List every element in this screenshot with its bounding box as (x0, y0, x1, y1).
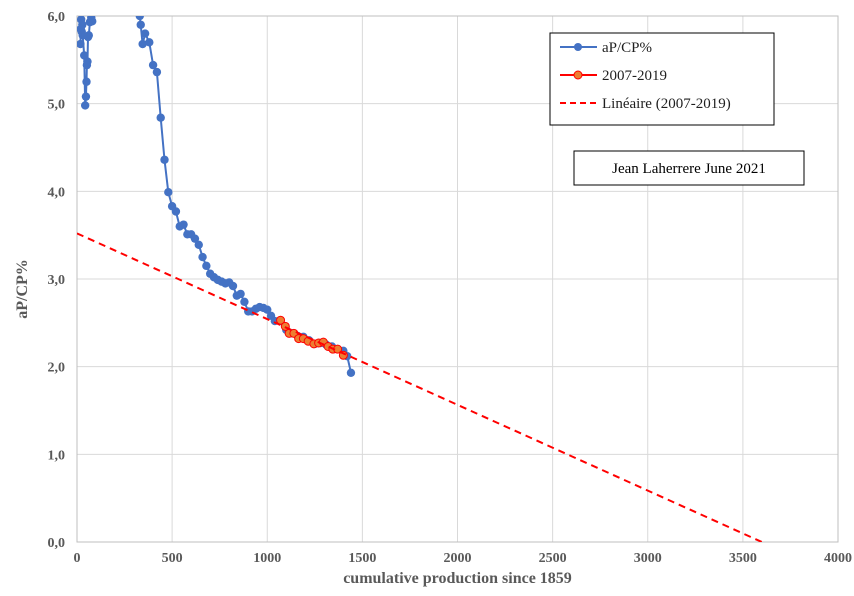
x-tick-label: 0 (74, 551, 81, 566)
legend-item-2007-2019: 2007-2019 (560, 68, 667, 84)
y-tick-label: 6,0 (48, 10, 66, 25)
trendline (77, 232, 763, 542)
y-tick-label: 0,0 (48, 536, 66, 551)
annotation-box: Jean Laherrere June 2021 (573, 150, 805, 186)
data-point (81, 92, 91, 101)
y-tick-label: 2,0 (48, 361, 66, 376)
data-point (156, 113, 165, 122)
legend-marker-aP-CP (574, 43, 582, 51)
plot-area-border (76, 15, 839, 543)
data-point (88, 17, 97, 26)
y-axis-title: aP/CP% (14, 259, 31, 319)
legend-box (549, 32, 775, 126)
data-point (136, 20, 145, 29)
legend-marker-2007-2019 (573, 70, 583, 80)
data-point (236, 289, 245, 299)
annotation-border (573, 150, 805, 186)
data-point (138, 39, 147, 49)
series-2 (77, 232, 763, 542)
x-tick-label: 1500 (348, 551, 376, 566)
data-point (202, 261, 211, 271)
y-tick-label: 4,0 (48, 185, 66, 200)
legend: aP/CP% 2007-2019 Linéaire (2007-2019) (549, 32, 775, 126)
x-tick-label: 1000 (253, 551, 281, 566)
data-point (140, 29, 150, 38)
y-axis-ticks: 0,0 1,0 2,0 3,0 4,0 5,0 6,0 (48, 10, 66, 551)
y-tick-label: 5,0 (48, 98, 66, 113)
data-point (160, 155, 169, 164)
data-point (83, 57, 92, 66)
data-point (164, 188, 173, 197)
x-tick-label: 3000 (634, 551, 662, 566)
x-tick-label: 3500 (729, 551, 757, 566)
x-tick-label: 4000 (824, 551, 852, 566)
series-layer (77, 16, 763, 542)
data-point (240, 297, 249, 306)
data-point (135, 16, 144, 21)
data-point (346, 368, 356, 378)
data-point (228, 281, 238, 291)
data-point (198, 252, 207, 262)
data-point (263, 305, 272, 314)
x-tick-label: 500 (162, 551, 183, 566)
legend-label-aP-CP: aP/CP% (602, 40, 652, 56)
y-tick-label: 3,0 (48, 273, 66, 288)
legend-item-aP-CP: aP/CP% (560, 40, 652, 56)
data-point (145, 38, 154, 47)
data-point (82, 77, 91, 86)
data-point (171, 207, 181, 216)
legend-label-2007-2019: 2007-2019 (602, 68, 667, 84)
data-point (77, 39, 85, 49)
annotation-text: Jean Laherrere June 2021 (612, 161, 766, 177)
x-axis-title: cumulative production since 1859 (343, 570, 572, 587)
x-tick-label: 2000 (444, 551, 472, 566)
x-tick-label: 2500 (539, 551, 567, 566)
legend-label-lineaire: Linéaire (2007-2019) (602, 96, 731, 112)
y-tick-label: 1,0 (48, 448, 66, 463)
data-point (152, 67, 162, 77)
data-point (84, 31, 93, 40)
data-point (194, 240, 203, 250)
data-point (80, 101, 90, 110)
data-point (78, 20, 87, 29)
x-axis-ticks: 0 500 1000 1500 2000 2500 3000 3500 4000 (74, 551, 853, 566)
data-point (190, 234, 200, 243)
data-point (179, 220, 188, 229)
legend-item-lineaire: Linéaire (2007-2019) (560, 96, 731, 112)
data-point (148, 60, 158, 70)
